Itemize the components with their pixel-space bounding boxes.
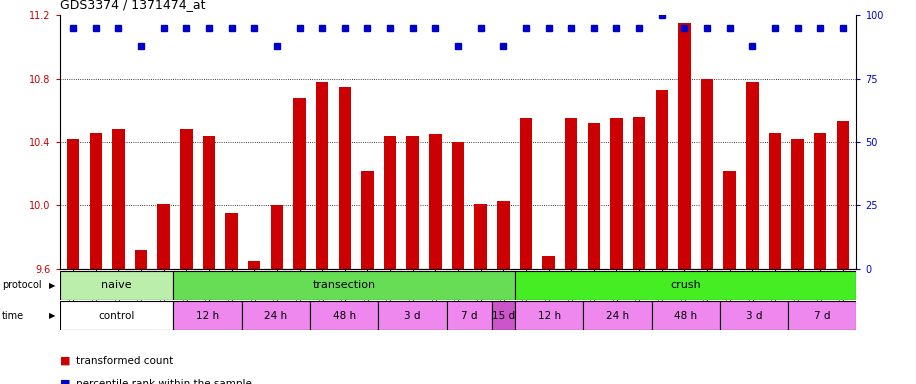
Text: 12 h: 12 h — [196, 311, 219, 321]
Bar — [310, 301, 378, 330]
Text: transformed count: transformed count — [76, 356, 173, 366]
Bar — [497, 201, 509, 269]
Bar — [384, 136, 397, 269]
Text: ■: ■ — [60, 379, 70, 384]
Text: ▶: ▶ — [49, 311, 56, 320]
Bar — [587, 123, 600, 269]
Text: GDS3374 / 1371474_at: GDS3374 / 1371474_at — [60, 0, 205, 12]
Bar — [180, 129, 192, 269]
Bar — [202, 136, 215, 269]
Bar — [270, 205, 283, 269]
Bar — [158, 204, 169, 269]
Bar — [492, 301, 515, 330]
Bar — [720, 301, 788, 330]
Bar — [135, 250, 147, 269]
Bar — [361, 170, 374, 269]
Text: 24 h: 24 h — [605, 311, 629, 321]
Bar — [583, 301, 651, 330]
Text: 24 h: 24 h — [265, 311, 288, 321]
Text: percentile rank within the sample: percentile rank within the sample — [76, 379, 252, 384]
Bar — [651, 301, 720, 330]
Bar — [519, 118, 532, 269]
Bar — [293, 98, 306, 269]
Bar — [836, 121, 849, 269]
Text: crush: crush — [671, 280, 701, 290]
Text: 12 h: 12 h — [538, 311, 561, 321]
Text: 48 h: 48 h — [333, 311, 355, 321]
Text: 7 d: 7 d — [814, 311, 831, 321]
Bar — [474, 204, 487, 269]
Bar — [791, 139, 804, 269]
Bar — [788, 301, 856, 330]
Text: ■: ■ — [60, 356, 70, 366]
Bar — [90, 132, 102, 269]
Bar — [701, 79, 714, 269]
Text: time: time — [2, 311, 24, 321]
Text: 7 d: 7 d — [461, 311, 477, 321]
Text: 3 d: 3 d — [404, 311, 420, 321]
Bar — [378, 301, 447, 330]
Bar — [248, 261, 260, 269]
Bar — [242, 301, 310, 330]
Bar — [515, 301, 583, 330]
Text: protocol: protocol — [2, 280, 41, 290]
Bar — [656, 90, 668, 269]
Bar — [678, 23, 691, 269]
Bar — [565, 118, 577, 269]
Bar — [747, 82, 758, 269]
Bar — [724, 170, 736, 269]
Bar — [447, 301, 492, 330]
Text: ▶: ▶ — [49, 281, 56, 290]
Bar — [339, 87, 351, 269]
Bar — [633, 117, 646, 269]
Text: 15 d: 15 d — [492, 311, 515, 321]
Text: transection: transection — [312, 280, 376, 290]
Text: 48 h: 48 h — [674, 311, 697, 321]
Bar — [452, 142, 464, 269]
Bar — [769, 132, 781, 269]
Bar — [814, 132, 826, 269]
Bar — [173, 271, 515, 300]
Bar — [67, 139, 80, 269]
Bar — [316, 82, 329, 269]
Bar — [429, 134, 442, 269]
Text: control: control — [98, 311, 135, 321]
Bar — [407, 136, 419, 269]
Bar — [112, 129, 125, 269]
Bar — [610, 118, 623, 269]
Bar — [225, 214, 238, 269]
Bar — [60, 271, 173, 300]
Text: 3 d: 3 d — [746, 311, 762, 321]
Text: naive: naive — [101, 280, 132, 290]
Bar — [60, 301, 173, 330]
Bar — [542, 256, 555, 269]
Bar — [515, 271, 856, 300]
Bar — [173, 301, 242, 330]
